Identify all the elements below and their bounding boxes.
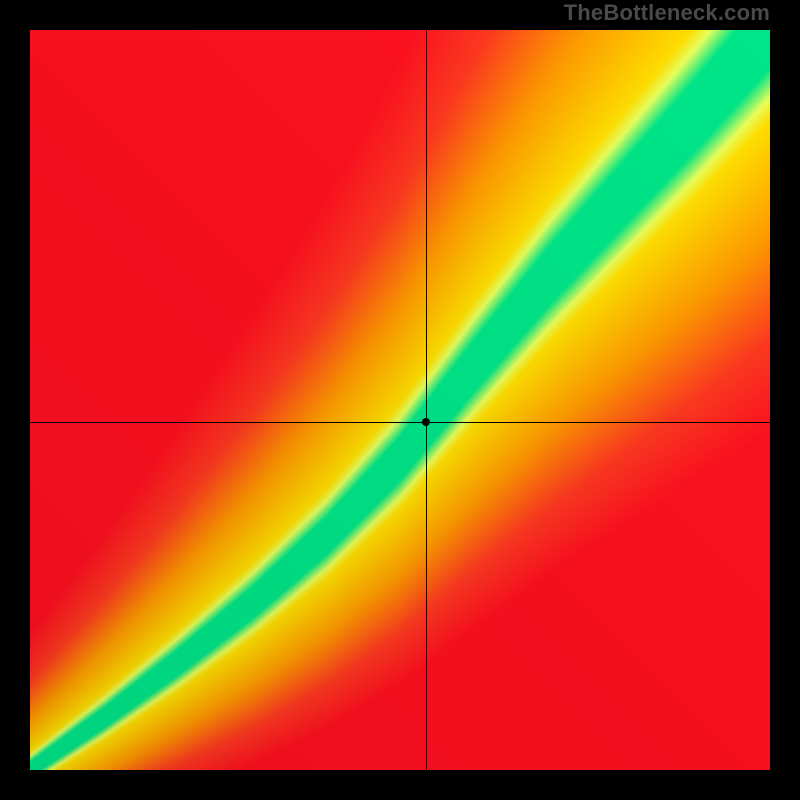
crosshair-horizontal bbox=[30, 422, 770, 423]
heatmap-canvas bbox=[30, 30, 770, 770]
plot-area bbox=[30, 30, 770, 770]
crosshair-vertical bbox=[426, 30, 427, 770]
crosshair-marker bbox=[422, 418, 430, 426]
watermark-text: TheBottleneck.com bbox=[564, 0, 770, 26]
